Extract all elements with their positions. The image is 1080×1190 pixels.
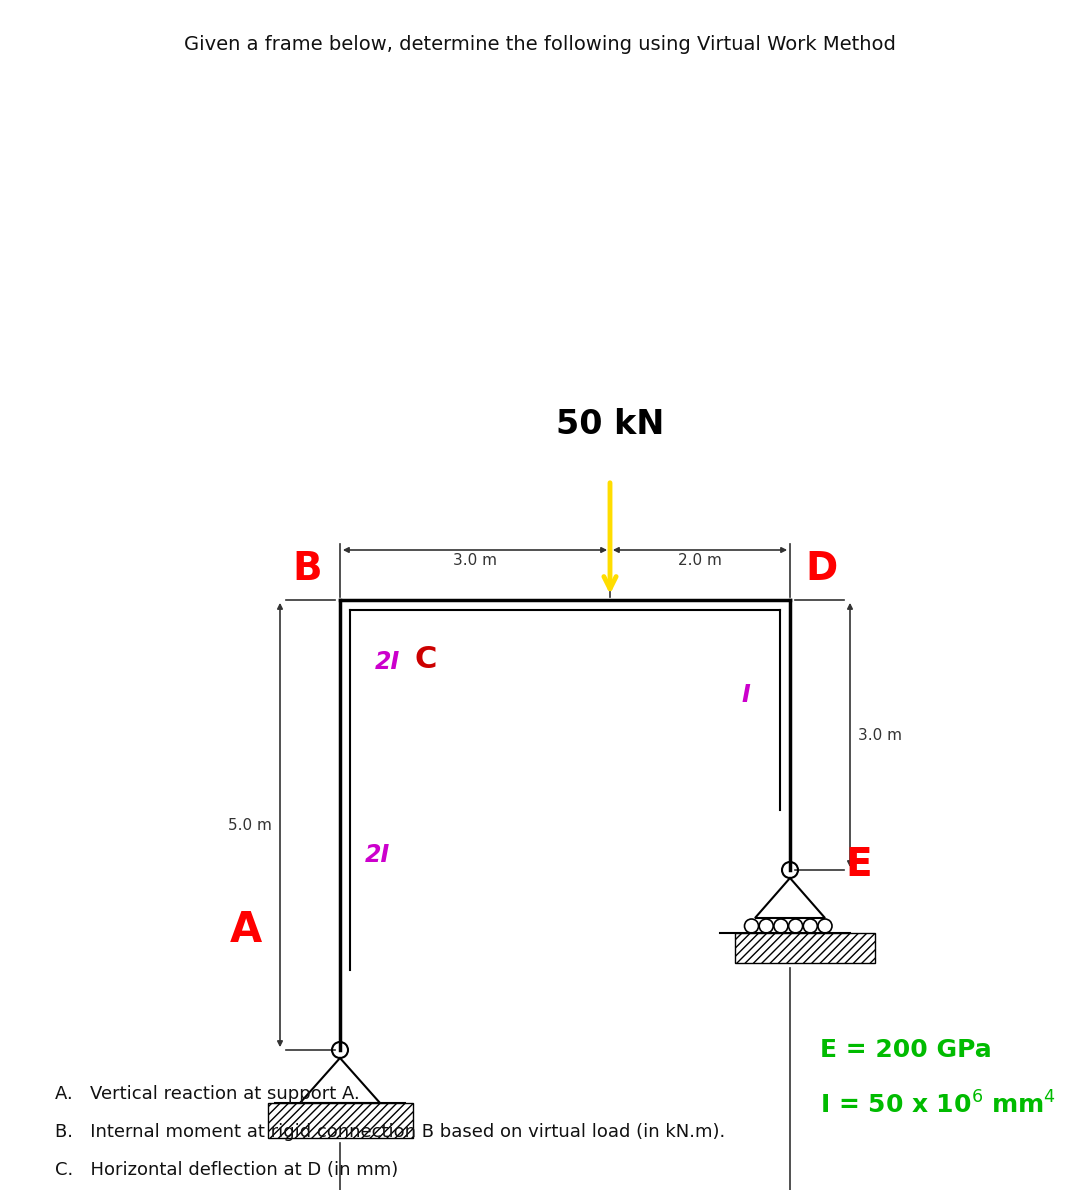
Text: I: I xyxy=(741,683,750,707)
Text: 3.0 m: 3.0 m xyxy=(453,553,497,568)
Text: C: C xyxy=(415,645,437,674)
Bar xyxy=(735,933,875,963)
Text: I = 50 x 10$^6$ mm$^4$: I = 50 x 10$^6$ mm$^4$ xyxy=(820,1091,1056,1119)
Text: 5.0 m: 5.0 m xyxy=(228,818,272,833)
Text: A.   Vertical reaction at support A.: A. Vertical reaction at support A. xyxy=(55,1085,360,1103)
Text: 50 kN: 50 kN xyxy=(556,408,664,441)
Text: 2I: 2I xyxy=(375,650,400,674)
Bar xyxy=(268,1103,413,1138)
Text: 2I: 2I xyxy=(365,843,390,868)
Text: D: D xyxy=(805,550,837,588)
Text: B.   Internal moment at rigid connection B based on virtual load (in kN.m).: B. Internal moment at rigid connection B… xyxy=(55,1123,726,1141)
Text: Given a frame below, determine the following using Virtual Work Method: Given a frame below, determine the follo… xyxy=(184,35,896,54)
Text: E = 200 GPa: E = 200 GPa xyxy=(820,1038,991,1061)
Text: A: A xyxy=(230,909,262,951)
Text: B: B xyxy=(293,550,322,588)
Text: C.   Horizontal deflection at D (in mm): C. Horizontal deflection at D (in mm) xyxy=(55,1161,399,1179)
Text: 2.0 m: 2.0 m xyxy=(678,553,721,568)
Text: E: E xyxy=(845,846,872,884)
Text: 3.0 m: 3.0 m xyxy=(858,727,902,743)
